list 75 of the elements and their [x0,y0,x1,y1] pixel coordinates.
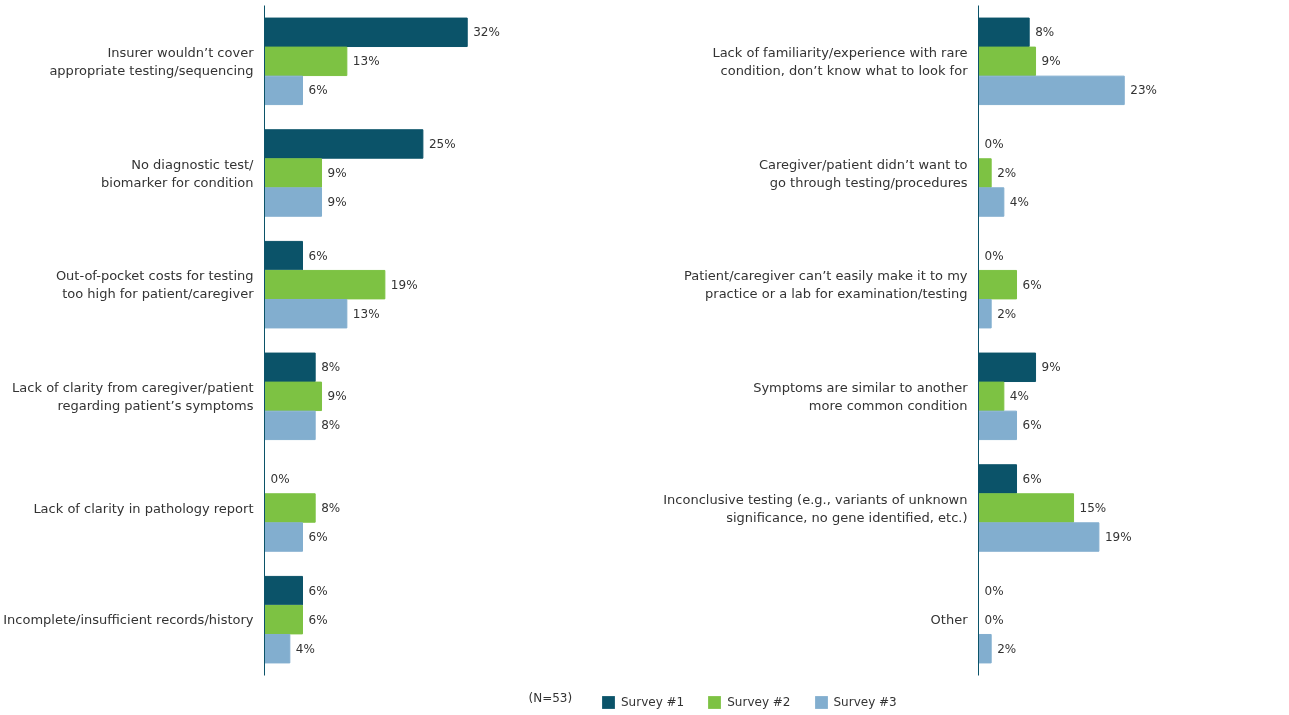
data-label: 2% [997,306,1017,321]
bar [978,522,1100,552]
data-label: 9% [327,389,347,404]
data-label: 6% [1022,471,1042,486]
legend-label: Survey #2 [727,695,791,709]
data-label: 4% [295,641,315,656]
bar [978,410,1018,441]
data-label: 0% [984,136,1004,151]
y-tick-label: Out-of-pocket costs for testing too high for patient/caregiver [55,268,255,302]
y-tick-label: No diagnostic test/ biomarker for condition [101,156,255,190]
data-label: 6% [308,583,328,598]
data-label: 8% [321,501,341,515]
y-tick-label: Symptoms are similar to another more common condition [753,379,969,413]
data-label: 9% [327,166,347,180]
data-label: 6% [308,83,328,98]
data-label: 4% [1009,195,1029,210]
bar [978,633,992,664]
y-tick-label: Incomplete/insufficient records/history [3,612,254,628]
data-label: 6% [1022,277,1042,292]
data-label: 4% [1009,389,1029,404]
data-label: 0% [984,248,1004,263]
y-tick-label: Lack of clarity from caregiver/patient regarding patient’s symptoms [12,379,254,413]
data-label: 0% [984,583,1004,598]
data-label: 25% [428,136,456,151]
bar [264,187,323,217]
bar [264,381,323,412]
data-label: 9% [327,195,347,210]
bar [978,187,1005,217]
bar [978,493,1075,523]
bar [978,381,1005,412]
data-label: 6% [308,530,328,545]
bar [978,46,1037,77]
data-label: 6% [1022,418,1042,433]
bar [264,522,304,552]
data-label: 8% [321,360,341,375]
data-label: 0% [270,471,290,486]
bar [264,493,316,523]
bar [264,75,304,106]
data-label: 9% [1041,360,1061,375]
data-label: 19% [1104,530,1132,545]
y-tick-label: Insurer wouldn’t cover appropriate testing/sequencing [49,44,255,78]
y-tick-label: Lack of familiarity/experience with rare condition, don’t know what to look for [712,44,969,78]
data-label: 6% [308,612,328,627]
data-label: 8% [321,418,341,433]
bar [264,46,348,77]
y-tick-label: Patient/caregiver can’t easily make it to my practice or a lab for examination/testing [683,268,968,302]
bar [978,298,992,329]
bar [978,75,1125,106]
data-label: 13% [352,306,380,321]
data-label: 6% [308,248,328,263]
bar [978,158,992,188]
y-tick-label: Caregiver/patient didn’t want to go through testing/procedures [758,156,968,190]
data-label: 32% [473,25,500,40]
text: (N=53) [528,690,573,705]
y-tick-label: Lack of clarity in pathology report [33,500,254,516]
data-label: 8% [1035,25,1055,40]
bar [978,269,1018,300]
bar [264,604,304,635]
data-label: 2% [997,166,1017,180]
legend-label: Survey #1 [621,695,685,709]
data-label: 19% [390,277,418,292]
data-label: 23% [1130,83,1157,98]
bar [264,298,348,329]
y-tick-label: Other [930,612,969,628]
data-label: 2% [997,641,1017,656]
legend-label: Survey #3 [833,695,897,709]
bar [264,410,316,441]
bar [264,269,386,300]
data-label: 0% [984,612,1004,627]
bar [264,158,323,188]
data-label: 15% [1079,501,1107,515]
bar [264,633,291,664]
data-label: 9% [1041,54,1061,69]
data-label: 13% [352,54,380,69]
y-tick-label: Inconclusive testing (e.g., variants of unknown significance, no gene identified, etc.) [663,491,968,525]
